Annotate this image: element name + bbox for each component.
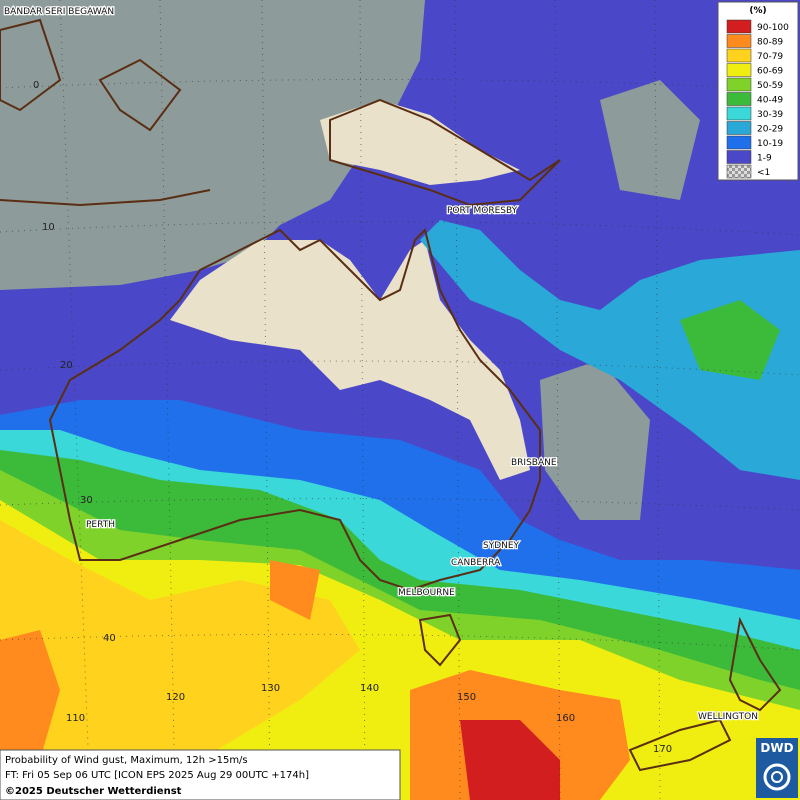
- logo-swirl: [771, 771, 783, 783]
- grid-label: 20: [60, 360, 73, 371]
- grid-label: 140: [360, 683, 379, 694]
- legend-swatch: [726, 135, 752, 150]
- legend-title: (%): [749, 6, 766, 16]
- city-label: PORT MORESBY: [447, 206, 518, 216]
- legend-label: 1-9: [757, 154, 772, 164]
- borneo-coast: [0, 18, 62, 112]
- legend-swatch: [726, 92, 752, 106]
- city-label: PERTH: [86, 520, 115, 530]
- labels: BANDAR SERI BEGAWAN PORT MORESBY BRISBANE P…: [3, 6, 759, 755]
- grid-label: 130: [261, 683, 280, 694]
- logo-text: DWD: [760, 741, 793, 755]
- sea-below-1: [600, 80, 700, 200]
- legend-swatch: [726, 150, 752, 164]
- sea-below-1: [0, 0, 425, 290]
- grid-label: 150: [457, 692, 476, 703]
- legend-label: 10-19: [757, 139, 783, 149]
- legend-swatch: [726, 19, 752, 34]
- legend-swatch: [726, 48, 752, 63]
- city-label: SYDNEY: [483, 541, 520, 551]
- field-80-89: [0, 630, 60, 770]
- field-40-49: [680, 300, 780, 380]
- grid-label: 110: [66, 713, 85, 724]
- legend: 90-100 80-89 70-79 60-69 50-59 40-49 30-39 20-2…: [726, 19, 789, 179]
- city-label: BANDAR SERI BEGAWAN: [4, 7, 114, 17]
- australia-coast: [48, 228, 541, 592]
- footer-box: [0, 749, 401, 800]
- grid-label: 40: [103, 633, 116, 644]
- sea-below-1: [540, 360, 650, 520]
- land-below-1: [170, 240, 530, 480]
- nz-north-coast: [728, 616, 782, 712]
- legend-swatch: [726, 63, 752, 77]
- legend-label: 30-39: [757, 110, 783, 120]
- city-label: BRISBANE: [511, 458, 557, 468]
- legend-label: 60-69: [757, 67, 783, 77]
- new-guinea-coast: [329, 98, 561, 207]
- city-label: MELBOURNE: [398, 588, 455, 598]
- legend-label: 70-79: [757, 52, 783, 62]
- sulawesi-coast: [98, 58, 182, 132]
- footer-forecast: FT: Fri 05 Sep 06 UTC [ICON EPS 2025 Aug…: [5, 770, 309, 781]
- grid-label: 30: [80, 495, 93, 506]
- legend-swatch: [726, 121, 752, 135]
- legend-label: 90-100: [757, 23, 789, 33]
- coastlines: [0, 18, 782, 772]
- land-below-1: [320, 100, 520, 185]
- grid-label: 160: [556, 713, 575, 724]
- legend-swatch: [726, 106, 752, 121]
- tasmania-coast: [418, 613, 462, 667]
- legend-swatch: [726, 34, 752, 48]
- legend-label: 40-49: [757, 96, 783, 106]
- legend-swatch: [726, 77, 752, 92]
- logo-swirl: [763, 763, 791, 791]
- field-90-100: [460, 720, 560, 800]
- grid-label: 0: [33, 80, 39, 91]
- legend-label: <1: [757, 168, 770, 178]
- field-80-89: [270, 560, 320, 620]
- field-20-29: [420, 220, 800, 480]
- footer-product: Probability of Wind gust, Maximum, 12h >…: [5, 755, 248, 766]
- grid-label: 10: [42, 222, 55, 233]
- city-label: WELLINGTON: [698, 712, 758, 722]
- nz-south-coast: [628, 718, 732, 772]
- legend-label: 80-89: [757, 38, 783, 48]
- city-label: CANBERRA: [451, 558, 501, 568]
- grid-label: 170: [653, 744, 672, 755]
- grid-label: 120: [166, 692, 185, 703]
- legend-label: 20-29: [757, 125, 783, 135]
- footer-copyright: ©2025 Deutscher Wetterdienst: [5, 786, 182, 797]
- indonesia-coast: [0, 189, 211, 207]
- legend-label: 50-59: [757, 81, 783, 91]
- legend-swatch: [726, 164, 752, 179]
